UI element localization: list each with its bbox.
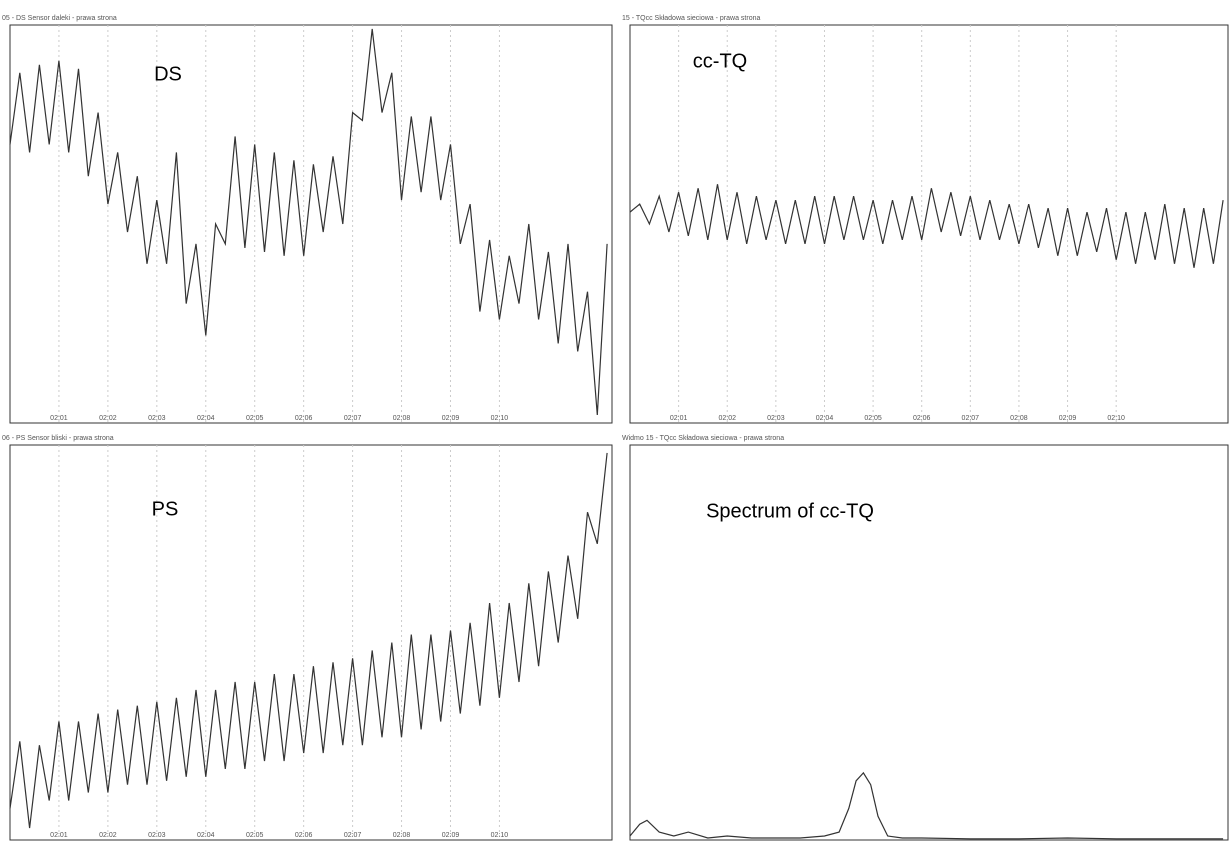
- x-tick-label: 02:07: [344, 832, 362, 839]
- x-tick-label: 02:08: [1010, 415, 1028, 422]
- plot-area: [9, 24, 613, 424]
- signal-line: [629, 771, 1224, 840]
- panel-title: Widmo 15 - TQcc Składowa sieciowa - praw…: [622, 435, 784, 442]
- panel-title: 15 - TQcc Składowa sieciowa - prawa stro…: [622, 15, 760, 22]
- x-tick-label: 02:09: [1059, 415, 1077, 422]
- x-tick-label: 02:04: [197, 832, 215, 839]
- x-tick-label: 02:01: [50, 832, 68, 839]
- plot-area: [629, 24, 1229, 424]
- x-tick-label: 02:02: [718, 415, 736, 422]
- plot-area: [9, 444, 613, 841]
- x-tick-label: 02:06: [295, 832, 313, 839]
- x-tick-label: 02:03: [148, 415, 166, 422]
- x-tick-label: 02:04: [197, 415, 215, 422]
- annotation: cc-TQ: [693, 50, 747, 72]
- x-tick-label: 02:10: [491, 832, 509, 839]
- x-tick-label: 02:04: [816, 415, 834, 422]
- panel-title: 05 - DS Sensor daleki - prawa strona: [2, 15, 117, 22]
- x-tick-label: 02:10: [1107, 415, 1125, 422]
- x-tick-label: 02:07: [962, 415, 980, 422]
- plot-area: [629, 444, 1229, 841]
- x-tick-label: 02:02: [99, 832, 117, 839]
- x-tick-label: 02:03: [767, 415, 785, 422]
- annotation: PS: [152, 498, 179, 520]
- annotation: DS: [154, 63, 182, 85]
- signal-line: [9, 28, 608, 416]
- x-tick-label: 02:09: [442, 415, 460, 422]
- x-tick-label: 02:09: [442, 832, 460, 839]
- x-tick-label: 02:08: [393, 415, 411, 422]
- x-tick-label: 02:03: [148, 832, 166, 839]
- x-tick-label: 02:08: [393, 832, 411, 839]
- x-tick-label: 02:07: [344, 415, 362, 422]
- x-tick-label: 02:10: [491, 415, 509, 422]
- x-tick-label: 02:02: [99, 415, 117, 422]
- x-tick-label: 02:05: [246, 832, 264, 839]
- x-tick-label: 02:01: [670, 415, 688, 422]
- x-tick-label: 02:01: [50, 415, 68, 422]
- x-tick-label: 02:05: [864, 415, 882, 422]
- x-tick-label: 02:06: [295, 415, 313, 422]
- signal-line: [629, 184, 1224, 268]
- x-tick-label: 02:06: [913, 415, 931, 422]
- annotation: Spectrum of cc-TQ: [706, 500, 874, 522]
- panel-title: 06 - PS Sensor bliski - prawa strona: [2, 435, 114, 442]
- x-tick-label: 02:05: [246, 415, 264, 422]
- signal-line: [9, 452, 608, 829]
